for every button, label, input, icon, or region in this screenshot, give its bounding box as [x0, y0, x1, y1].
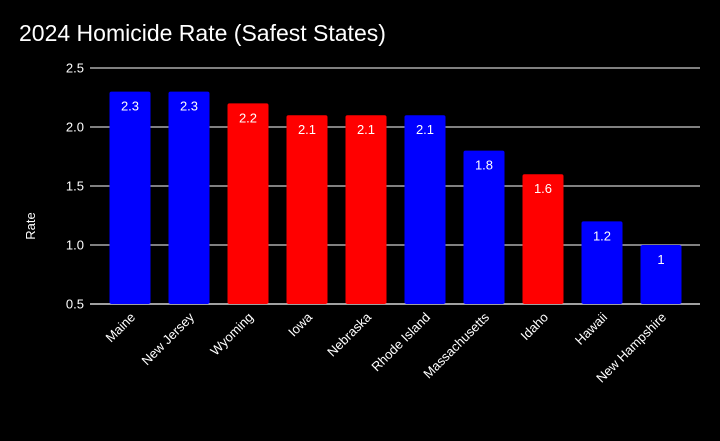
bars	[109, 91, 682, 305]
y-axis-title: Rate	[23, 212, 38, 239]
x-category-label: New Jersey	[138, 309, 197, 368]
bar-wyoming[interactable]	[227, 103, 269, 305]
x-category-label: Wyoming	[207, 310, 256, 359]
x-category-label: Hawaii	[572, 309, 610, 347]
data-label: 2.3	[180, 99, 198, 114]
data-label: 1.2	[593, 228, 611, 243]
x-category-label: Idaho	[518, 310, 552, 344]
bar-nebraska[interactable]	[345, 115, 387, 304]
data-label: 2.3	[121, 99, 139, 114]
x-category-label: Nebraska	[324, 309, 374, 359]
bar-iowa[interactable]	[286, 115, 328, 304]
bar-maine[interactable]	[109, 91, 151, 304]
bar-rhode-island[interactable]	[404, 115, 446, 304]
data-label: 2.1	[357, 122, 375, 137]
y-tick-label: 2.5	[66, 61, 84, 76]
y-tick-label: 0.5	[66, 297, 84, 312]
y-tick-label: 1.0	[66, 238, 84, 253]
bar-hawaii[interactable]	[581, 221, 623, 304]
y-axis-ticks: 0.5 1.0 1.5 2.0 2.5	[66, 61, 84, 312]
x-category-label: Maine	[102, 310, 138, 346]
x-category-label: Rhode Island	[368, 310, 433, 375]
data-labels: 2.3 2.3 2.2 2.1 2.1 2.1 1.8 1.6 1.2 1	[121, 99, 665, 267]
y-tick-label: 2.0	[66, 120, 84, 135]
bar-new-hampshire[interactable]	[640, 245, 682, 304]
bar-new-jersey[interactable]	[168, 91, 210, 304]
bar-idaho[interactable]	[522, 174, 564, 304]
y-tick-label: 1.5	[66, 179, 84, 194]
chart-title: 2024 Homicide Rate (Safest States)	[19, 20, 386, 46]
data-label: 1	[657, 252, 664, 267]
data-label: 2.1	[416, 122, 434, 137]
data-label: 1.6	[534, 181, 552, 196]
data-label: 1.8	[475, 158, 493, 173]
x-category-label: Iowa	[285, 309, 316, 340]
category-labels: Maine New Jersey Wyoming Iowa NebraskaRhode …	[102, 309, 669, 386]
bar-massachusetts[interactable]	[463, 150, 505, 304]
data-label: 2.2	[239, 110, 257, 125]
data-label: 2.1	[298, 122, 316, 137]
